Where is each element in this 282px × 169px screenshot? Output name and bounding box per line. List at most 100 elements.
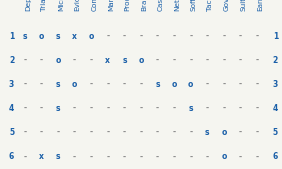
Text: -: - <box>239 152 242 161</box>
Text: o: o <box>72 80 77 89</box>
Text: Tactics: Tactics <box>207 0 213 11</box>
Text: -: - <box>239 128 242 137</box>
Text: -: - <box>123 152 126 161</box>
Text: -: - <box>222 104 226 113</box>
Text: -: - <box>90 128 93 137</box>
Text: -: - <box>222 56 226 65</box>
Text: -: - <box>40 104 43 113</box>
Text: s: s <box>56 104 60 113</box>
Text: -: - <box>255 32 259 41</box>
Text: 4: 4 <box>273 104 278 113</box>
Text: s: s <box>56 32 60 41</box>
Text: o: o <box>221 152 227 161</box>
Text: -: - <box>189 32 192 41</box>
Text: -: - <box>156 128 159 137</box>
Text: -: - <box>156 56 159 65</box>
Text: Netscape: Netscape <box>174 0 180 11</box>
Text: o: o <box>138 56 144 65</box>
Text: -: - <box>23 152 27 161</box>
Text: -: - <box>123 80 126 89</box>
Text: o: o <box>171 80 177 89</box>
Text: -: - <box>255 128 259 137</box>
Text: o: o <box>55 56 61 65</box>
Text: -: - <box>189 128 192 137</box>
Text: -: - <box>123 128 126 137</box>
Text: -: - <box>106 128 109 137</box>
Text: -: - <box>73 128 76 137</box>
Text: 2: 2 <box>273 56 278 65</box>
Text: -: - <box>189 152 192 161</box>
Text: s: s <box>23 32 27 41</box>
Text: Government: Government <box>224 0 230 11</box>
Text: -: - <box>40 128 43 137</box>
Text: 6: 6 <box>9 152 14 161</box>
Text: -: - <box>90 80 93 89</box>
Text: s: s <box>122 56 127 65</box>
Text: -: - <box>123 104 126 113</box>
Text: o: o <box>221 128 227 137</box>
Text: s: s <box>56 80 60 89</box>
Text: Software: Software <box>191 0 197 11</box>
Text: o: o <box>188 80 193 89</box>
Text: Products: Products <box>124 0 130 11</box>
Text: -: - <box>139 104 143 113</box>
Text: 1: 1 <box>273 32 278 41</box>
Text: 1: 1 <box>9 32 14 41</box>
Text: 6: 6 <box>273 152 278 161</box>
Text: -: - <box>23 128 27 137</box>
Text: -: - <box>56 128 60 137</box>
Text: -: - <box>106 152 109 161</box>
Text: -: - <box>90 152 93 161</box>
Text: Brands: Brands <box>141 0 147 11</box>
Text: 3: 3 <box>9 80 14 89</box>
Text: -: - <box>239 104 242 113</box>
Text: Trial: Trial <box>41 0 47 11</box>
Text: -: - <box>73 152 76 161</box>
Text: -: - <box>173 32 176 41</box>
Text: -: - <box>73 104 76 113</box>
Text: -: - <box>255 80 259 89</box>
Text: 4: 4 <box>9 104 14 113</box>
Text: Markets: Markets <box>108 0 114 11</box>
Text: -: - <box>173 56 176 65</box>
Text: -: - <box>106 104 109 113</box>
Text: -: - <box>206 32 209 41</box>
Text: 5: 5 <box>273 128 278 137</box>
Text: 5: 5 <box>9 128 14 137</box>
Text: -: - <box>156 152 159 161</box>
Text: 3: 3 <box>273 80 278 89</box>
Text: s: s <box>155 80 160 89</box>
Text: 2: 2 <box>9 56 14 65</box>
Text: o: o <box>39 32 44 41</box>
Text: Case: Case <box>158 0 164 11</box>
Text: -: - <box>255 152 259 161</box>
Text: Microsoft: Microsoft <box>58 0 64 11</box>
Text: Earnings: Earnings <box>257 0 263 11</box>
Text: -: - <box>90 56 93 65</box>
Text: -: - <box>139 32 143 41</box>
Text: -: - <box>106 80 109 89</box>
Text: -: - <box>139 152 143 161</box>
Text: -: - <box>239 32 242 41</box>
Text: Department: Department <box>25 0 31 11</box>
Text: -: - <box>139 128 143 137</box>
Text: -: - <box>40 56 43 65</box>
Text: -: - <box>206 152 209 161</box>
Text: -: - <box>173 128 176 137</box>
Text: -: - <box>139 80 143 89</box>
Text: -: - <box>123 32 126 41</box>
Text: -: - <box>90 104 93 113</box>
Text: Competitors: Competitors <box>91 0 97 11</box>
Text: s: s <box>188 104 193 113</box>
Text: Suit: Suit <box>241 0 246 11</box>
Text: x: x <box>105 56 110 65</box>
Text: -: - <box>239 80 242 89</box>
Text: -: - <box>255 56 259 65</box>
Text: -: - <box>156 32 159 41</box>
Text: -: - <box>189 56 192 65</box>
Text: -: - <box>206 104 209 113</box>
Text: x: x <box>39 152 44 161</box>
Text: -: - <box>23 56 27 65</box>
Text: s: s <box>56 152 60 161</box>
Text: -: - <box>106 32 109 41</box>
